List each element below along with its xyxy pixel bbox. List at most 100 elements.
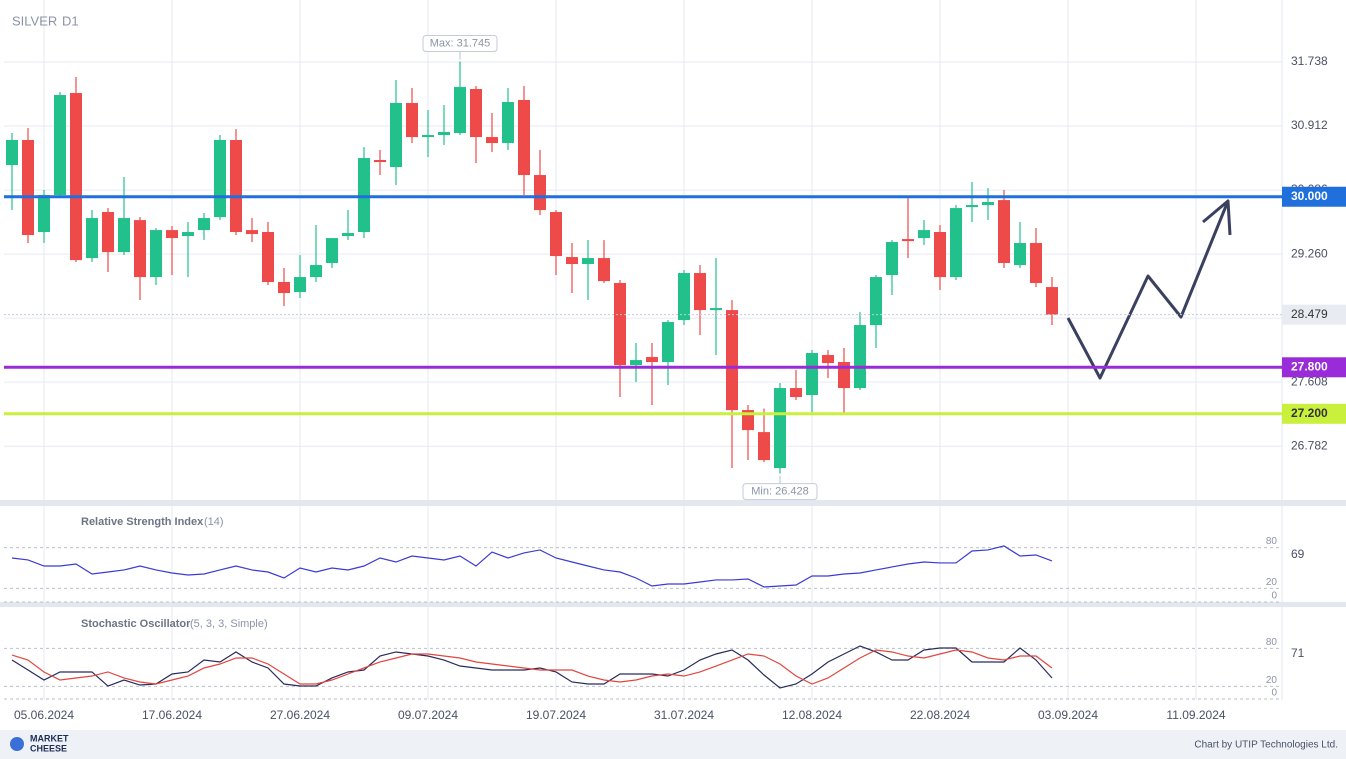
candle-body xyxy=(294,277,306,293)
projection xyxy=(1066,199,1232,380)
candle-body xyxy=(726,310,738,411)
y-tick-label: 29.260 xyxy=(1291,246,1328,260)
candle-body xyxy=(6,140,18,166)
x-tick-label: 22.08.2024 xyxy=(910,708,970,722)
candle-body xyxy=(118,218,130,253)
candle-body xyxy=(102,212,114,253)
annotation: Max: 31.745 xyxy=(430,37,491,49)
candle-body xyxy=(998,200,1010,264)
candle-body xyxy=(502,102,514,144)
footer-band xyxy=(0,730,1346,759)
level-box xyxy=(1282,186,1346,207)
candle-body xyxy=(1030,243,1042,284)
candle-body xyxy=(534,175,546,211)
candle-body xyxy=(182,232,194,237)
logo-bottom: CHEESE xyxy=(30,743,67,753)
y-tick-label: 0 xyxy=(1271,688,1277,699)
level-box xyxy=(1282,403,1346,424)
indicator-line xyxy=(11,545,1053,588)
candle-body xyxy=(934,232,946,278)
candle-body xyxy=(582,258,594,265)
level-box xyxy=(1282,357,1346,378)
candle-body xyxy=(342,233,354,237)
stoch-params: (5, 3, 3, Simple) xyxy=(190,618,268,630)
candle-body xyxy=(678,273,690,321)
current-price-box xyxy=(1282,304,1346,325)
candle-body xyxy=(518,100,530,176)
rsi-params: (14) xyxy=(204,516,224,528)
candle-body xyxy=(70,93,82,261)
annotation-box xyxy=(422,34,498,52)
candle-body xyxy=(134,220,146,278)
candle-body xyxy=(646,357,658,363)
candle-body xyxy=(374,160,386,163)
candle-body xyxy=(310,265,322,278)
x-tick-label: 05.06.2024 xyxy=(14,708,74,722)
candle-body xyxy=(454,87,466,134)
candle-body xyxy=(630,360,642,366)
y-tick-label: 20 xyxy=(1266,577,1278,588)
candle-body xyxy=(662,322,674,363)
logo-icon xyxy=(10,737,24,751)
candle-body xyxy=(262,232,274,283)
candle-body xyxy=(406,103,418,138)
candle-body xyxy=(854,325,866,389)
candle-body xyxy=(566,257,578,265)
candle-body xyxy=(230,140,242,233)
panel-separator xyxy=(0,602,1346,607)
level-label: 30.000 xyxy=(1291,189,1328,203)
indicator-line xyxy=(11,649,1053,685)
candle-body xyxy=(198,218,210,231)
y-tick-label: 20 xyxy=(1266,675,1278,686)
grid xyxy=(4,0,1282,700)
candle-body xyxy=(886,242,898,276)
x-tick-label: 09.07.2024 xyxy=(398,708,458,722)
y-tick-label: 26.782 xyxy=(1291,438,1328,452)
x-tick-label: 12.08.2024 xyxy=(782,708,842,722)
timeframe: D1 xyxy=(62,13,79,28)
last-value: 71 xyxy=(1291,646,1305,660)
logo-top: MARKET xyxy=(30,733,69,743)
candle-body xyxy=(1046,287,1058,315)
last-value: 69 xyxy=(1291,547,1305,561)
candle-body xyxy=(550,212,562,257)
candle-body xyxy=(614,283,626,366)
candle-body xyxy=(38,195,50,233)
y-tick-label: 0 xyxy=(1271,591,1277,602)
x-tick-label: 17.06.2024 xyxy=(142,708,202,722)
y-tick-label: 80 xyxy=(1266,637,1278,648)
x-tick-label: 31.07.2024 xyxy=(654,708,714,722)
level-label: 27.200 xyxy=(1291,406,1328,420)
candle-body xyxy=(214,140,226,218)
candle-body xyxy=(598,258,610,282)
candle-body xyxy=(22,140,34,236)
candle-body xyxy=(774,388,786,469)
candle-body xyxy=(966,205,978,208)
candle-body xyxy=(470,88,482,138)
candle-body xyxy=(486,137,498,144)
rsi-title: Relative Strength Index xyxy=(81,516,204,528)
candle-body xyxy=(278,282,290,294)
projection-path xyxy=(1066,200,1230,380)
candle-body xyxy=(982,202,994,206)
y-tick-label: 80 xyxy=(1266,536,1278,547)
candle-body xyxy=(694,273,706,311)
annotation-box xyxy=(742,483,818,501)
candle-body xyxy=(806,353,818,396)
candle-body xyxy=(1014,243,1026,266)
candle-body xyxy=(902,239,914,242)
y-tick-label: 31.738 xyxy=(1291,54,1328,68)
candle-body xyxy=(150,230,162,278)
candle-body xyxy=(358,158,370,233)
current-price-label: 28.479 xyxy=(1291,307,1328,321)
candle-body xyxy=(438,132,450,136)
credit: Chart by UTIP Technologies Ltd. xyxy=(1194,740,1338,751)
x-tick-label: 27.06.2024 xyxy=(270,708,330,722)
symbol: SILVER xyxy=(12,13,57,28)
x-tick-label: 11.09.2024 xyxy=(1166,708,1225,722)
y-tick-label: 30.912 xyxy=(1291,118,1328,132)
candle-body xyxy=(950,208,962,278)
candle-body xyxy=(918,230,930,239)
